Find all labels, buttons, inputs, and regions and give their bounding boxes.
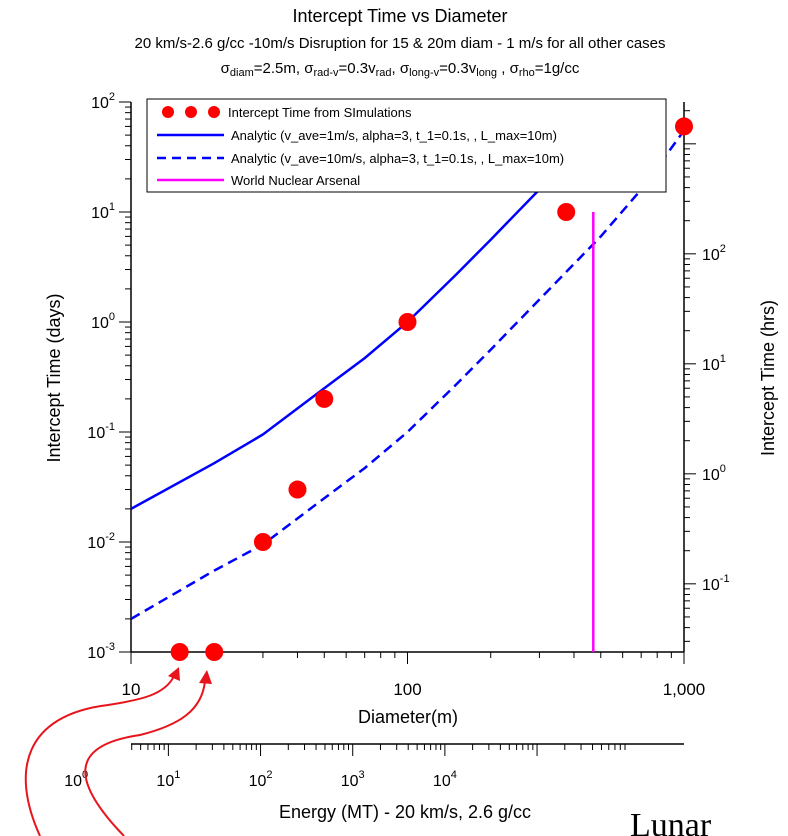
legend-marker-1 (162, 106, 174, 118)
legend-label-analytic-10: Analytic (v_ave=10m/s, alpha=3, t_1=0.1s… (231, 151, 564, 166)
arrow-to-20m (84, 680, 206, 836)
red-arrows (24, 667, 212, 836)
legend-marker-2 (185, 106, 197, 118)
lunar-text: Lunar (630, 807, 712, 836)
legend-box (146, 98, 667, 193)
tick-labels: 102 101 100 10-1 10-2 10-3 10 100 1,000 102 101 100… (64, 91, 730, 790)
data-point (205, 643, 224, 661)
data-point (675, 117, 693, 136)
legend-marker-3 (208, 106, 220, 118)
y2-axis-title: Intercept Time (hrs) (758, 300, 778, 456)
y2-tick-label: 10-1 (702, 573, 730, 594)
x-tick-label: 10 (122, 680, 141, 699)
legend-label-arsenal: World Nuclear Arsenal (231, 173, 360, 188)
y-tick-label: 100 (91, 311, 115, 332)
arrow-to-15m (24, 675, 175, 836)
analytic-10ms-line (130, 129, 686, 620)
data-point (253, 533, 272, 551)
x-axis-title: Diameter(m) (358, 707, 458, 727)
chart-title: Intercept Time vs Diameter (292, 6, 507, 26)
y-tick-label: 101 (91, 201, 115, 222)
data-point (398, 313, 417, 331)
x-tick-label: 100 (393, 680, 421, 699)
arrowhead-15m (168, 667, 180, 681)
y2-tick-label: 100 (702, 463, 726, 484)
energy-tick-label: 103 (341, 769, 365, 790)
energy-tick-label: 104 (433, 769, 457, 790)
x2-axis-title: Energy (MT) - 20 km/s, 2.6 g/cc (279, 802, 531, 822)
x-tick-label: 1,000 (663, 680, 706, 699)
data-point (170, 643, 189, 661)
arrowhead-20m (199, 670, 212, 684)
y2-tick-label: 102 (702, 243, 726, 264)
legend-label-analytic-1: Analytic (v_ave=1m/s, alpha=3, t_1=0.1s,… (231, 128, 557, 143)
chart-subtitle: 20 km/s-2.6 g/cc -10m/s Disruption for 1… (134, 35, 665, 52)
y-tick-label: 10-3 (87, 641, 115, 662)
y-tick-label: 102 (91, 91, 115, 112)
data-point (557, 203, 576, 221)
data-point (315, 389, 334, 408)
y-axis-title: Intercept Time (days) (44, 293, 64, 462)
legend: Intercept Time from SImulations Analytic… (146, 98, 667, 193)
y-tick-label: 10-1 (87, 421, 115, 442)
data-point (288, 480, 307, 499)
energy-tick-label: 102 (249, 769, 273, 790)
axis-ticks (119, 101, 696, 756)
energy-tick-label: 101 (156, 769, 180, 790)
y-tick-label: 10-2 (87, 531, 115, 552)
y2-tick-label: 101 (702, 353, 726, 374)
legend-label-simulations: Intercept Time from SImulations (228, 105, 412, 120)
sigma-line: σdiam=2.5m, σrad-v=0.3vrad, σlong-v=0.3v… (221, 60, 580, 79)
